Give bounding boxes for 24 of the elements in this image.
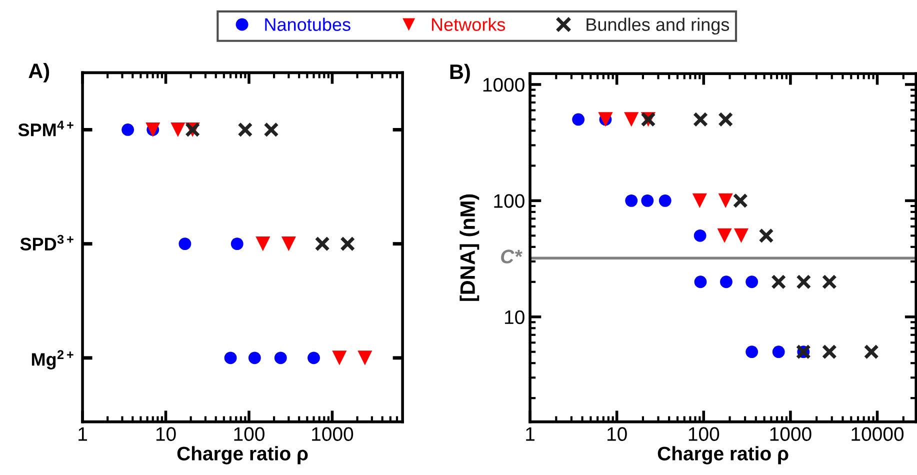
x-tick-label: 10000: [852, 427, 904, 441]
x-tick-label: 10: [156, 427, 176, 441]
x-axis-title: Charge ratio ρ: [177, 446, 308, 464]
x-tick-label: 100: [688, 427, 720, 441]
x-tick-label: 1000: [770, 427, 812, 441]
chart-title: A): [28, 62, 50, 82]
y-tick-label: Mg$^{2+}$: [32, 350, 74, 370]
y-tick-label: SPD$^{3+}$: [20, 234, 74, 251]
legend-label: Bundles and rings: [586, 18, 730, 35]
y-axis-title: [DNA] (nM): [460, 194, 480, 301]
y-tick-label: 1000: [483, 78, 524, 92]
y-tick-label: 10: [505, 310, 524, 324]
x-tick-label: 10: [608, 427, 627, 441]
x-tick-label: 1000: [312, 427, 354, 441]
legend-label: Nanotubes: [265, 18, 350, 31]
x-tick-label: 1: [526, 427, 534, 441]
x-tick-label: 100: [234, 427, 264, 441]
legend-label: Networks: [432, 18, 506, 31]
x-axis-title: Charge ratio ρ: [658, 446, 788, 464]
x-tick-label: 1: [78, 427, 87, 441]
chart-title: B): [450, 64, 470, 84]
y-tick-label: 100: [494, 194, 524, 208]
ref-line-label: C*: [501, 250, 522, 264]
y-tick-label: SPM$^{4+}$: [18, 120, 74, 136]
